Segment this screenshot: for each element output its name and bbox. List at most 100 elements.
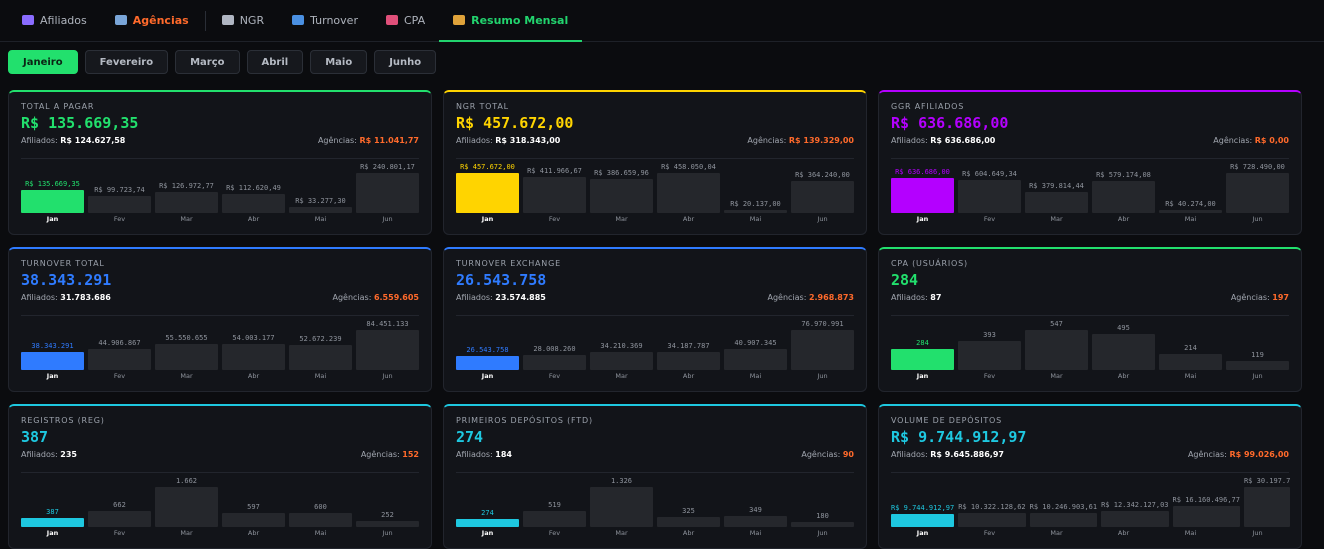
card-title: TURNOVER TOTAL: [21, 259, 105, 268]
chart-bar[interactable]: [791, 330, 854, 370]
x-axis-label: Mar: [1050, 215, 1063, 223]
chart-bar[interactable]: [891, 514, 955, 527]
chart-bar[interactable]: [456, 519, 519, 527]
month-button-maio[interactable]: Maio: [310, 50, 368, 74]
month-button-junho[interactable]: Junho: [374, 50, 437, 74]
chart-bar[interactable]: [1226, 361, 1289, 370]
bar-value-label: R$ 579.174,08: [1096, 171, 1151, 179]
month-button-fevereiro[interactable]: Fevereiro: [84, 50, 169, 74]
chart-bar[interactable]: [1159, 210, 1222, 213]
chart-column: 274: [456, 473, 519, 527]
chart-bar[interactable]: [1101, 511, 1169, 527]
month-button-janeiro[interactable]: Janeiro: [8, 50, 78, 74]
chart-bar[interactable]: [456, 356, 519, 370]
chart-bar[interactable]: [1226, 173, 1289, 213]
afiliados-label: Afiliados:: [456, 136, 493, 145]
chart-bar[interactable]: [356, 330, 419, 370]
chart-bar[interactable]: [21, 352, 84, 370]
afiliados-label: Afiliados:: [21, 136, 58, 145]
chart-bar[interactable]: [155, 487, 218, 527]
agencias-breakdown: Agências: R$ 11.041,77: [318, 136, 419, 145]
x-axis-label: Mai: [749, 215, 762, 223]
chart-bar[interactable]: [1243, 487, 1291, 527]
chart-bar[interactable]: [523, 355, 586, 370]
chart-bar[interactable]: [1092, 181, 1155, 213]
agencias-breakdown: Agências: 2.968.873: [767, 293, 854, 302]
chart-bar[interactable]: [1172, 506, 1240, 527]
chart-bar[interactable]: [958, 180, 1021, 213]
chart-bar[interactable]: [791, 181, 854, 213]
chart-bar[interactable]: [289, 345, 352, 370]
metric-card: VOLUME DE DEPÓSITOS R$ 9.744.912,97 Afil…: [878, 404, 1302, 549]
chart-bar[interactable]: [21, 190, 84, 213]
chart-column: R$ 12.342.127,03: [1101, 473, 1169, 527]
chart-bar[interactable]: [289, 513, 352, 527]
chart-bar[interactable]: [356, 521, 419, 527]
chart-icon: [221, 15, 234, 25]
chart-bar[interactable]: [88, 349, 151, 370]
chart-bar[interactable]: [523, 511, 586, 527]
bars-area: 387 662 1.662 597 600 252: [21, 473, 419, 527]
tab-agencias[interactable]: Agências: [101, 0, 203, 41]
chart-bar[interactable]: [88, 196, 151, 213]
chart-bar[interactable]: [958, 341, 1021, 370]
x-axis-label: Jan: [46, 215, 59, 223]
chart-bar[interactable]: [657, 517, 720, 527]
chart-bar[interactable]: [891, 349, 954, 370]
chart-bar[interactable]: [222, 194, 285, 213]
chart-bar[interactable]: [356, 173, 419, 213]
card-breakdown: Afiliados: 87 Agências: 197: [891, 293, 1289, 302]
chart-column: R$ 386.659,96: [590, 159, 653, 213]
chart-bar[interactable]: [791, 522, 854, 527]
chart-bar[interactable]: [958, 513, 1026, 527]
tab-divider: [204, 10, 206, 31]
chart-bar[interactable]: [222, 344, 285, 370]
tab-ngr[interactable]: NGR: [208, 0, 278, 41]
chart-bar[interactable]: [590, 352, 653, 370]
month-button-marco[interactable]: Março: [175, 50, 240, 74]
bar-value-label: 325: [682, 507, 695, 515]
chart-bar[interactable]: [590, 179, 653, 213]
agencias-value: 90: [842, 450, 854, 459]
chart-bar[interactable]: [1029, 513, 1098, 527]
chart-bar[interactable]: [155, 344, 218, 370]
chart-bar[interactable]: [891, 178, 954, 213]
chart-bar[interactable]: [21, 518, 84, 527]
chart-bar[interactable]: [1092, 334, 1155, 370]
bars-area: R$ 636.686,00 R$ 604.649,34 R$ 379.814,4…: [891, 159, 1289, 213]
chart-bar[interactable]: [155, 192, 218, 213]
chart-column: 180: [791, 473, 854, 527]
chart-bar[interactable]: [657, 352, 720, 370]
month-button-abril[interactable]: Abril: [246, 50, 304, 74]
afiliados-value: 184: [495, 450, 512, 459]
chart-column: 119: [1226, 316, 1289, 370]
x-axis-label: Fev: [113, 215, 126, 223]
afiliados-value: R$ 9.645.886,97: [930, 450, 1004, 459]
x-axis-label: Mar: [1050, 372, 1063, 380]
chart-bar[interactable]: [657, 173, 720, 213]
x-axis: Jan Fev Mar Abr Mai Jun: [21, 372, 419, 380]
card-title: TURNOVER EXCHANGE: [456, 259, 561, 268]
chart-bar[interactable]: [1025, 192, 1088, 213]
chart-bar[interactable]: [523, 177, 586, 213]
tab-cpa[interactable]: CPA: [372, 0, 439, 41]
chart-bar[interactable]: [88, 511, 151, 527]
chart-bar[interactable]: [590, 487, 653, 527]
card-breakdown: Afiliados: 184 Agências: 90: [456, 450, 854, 459]
tab-turnover[interactable]: Turnover: [278, 0, 372, 41]
tab-afiliados[interactable]: Afiliados: [8, 0, 101, 41]
tab-resumo-mensal[interactable]: Resumo Mensal: [439, 0, 583, 42]
chart-column: R$ 604.649,34: [958, 159, 1021, 213]
chart-bar[interactable]: [1159, 354, 1222, 370]
chart-bar[interactable]: [724, 516, 787, 527]
chart-column: 44.906.867: [88, 316, 151, 370]
chart-bar[interactable]: [456, 173, 519, 213]
x-axis-label: Fev: [113, 372, 126, 380]
chart-bar[interactable]: [222, 513, 285, 527]
tab-label: NGR: [239, 13, 265, 27]
bar-value-label: R$ 386.659,96: [594, 169, 649, 177]
chart-bar[interactable]: [1025, 330, 1088, 370]
chart-bar[interactable]: [724, 349, 787, 370]
chart-bar[interactable]: [289, 207, 352, 213]
chart-bar[interactable]: [724, 210, 787, 213]
